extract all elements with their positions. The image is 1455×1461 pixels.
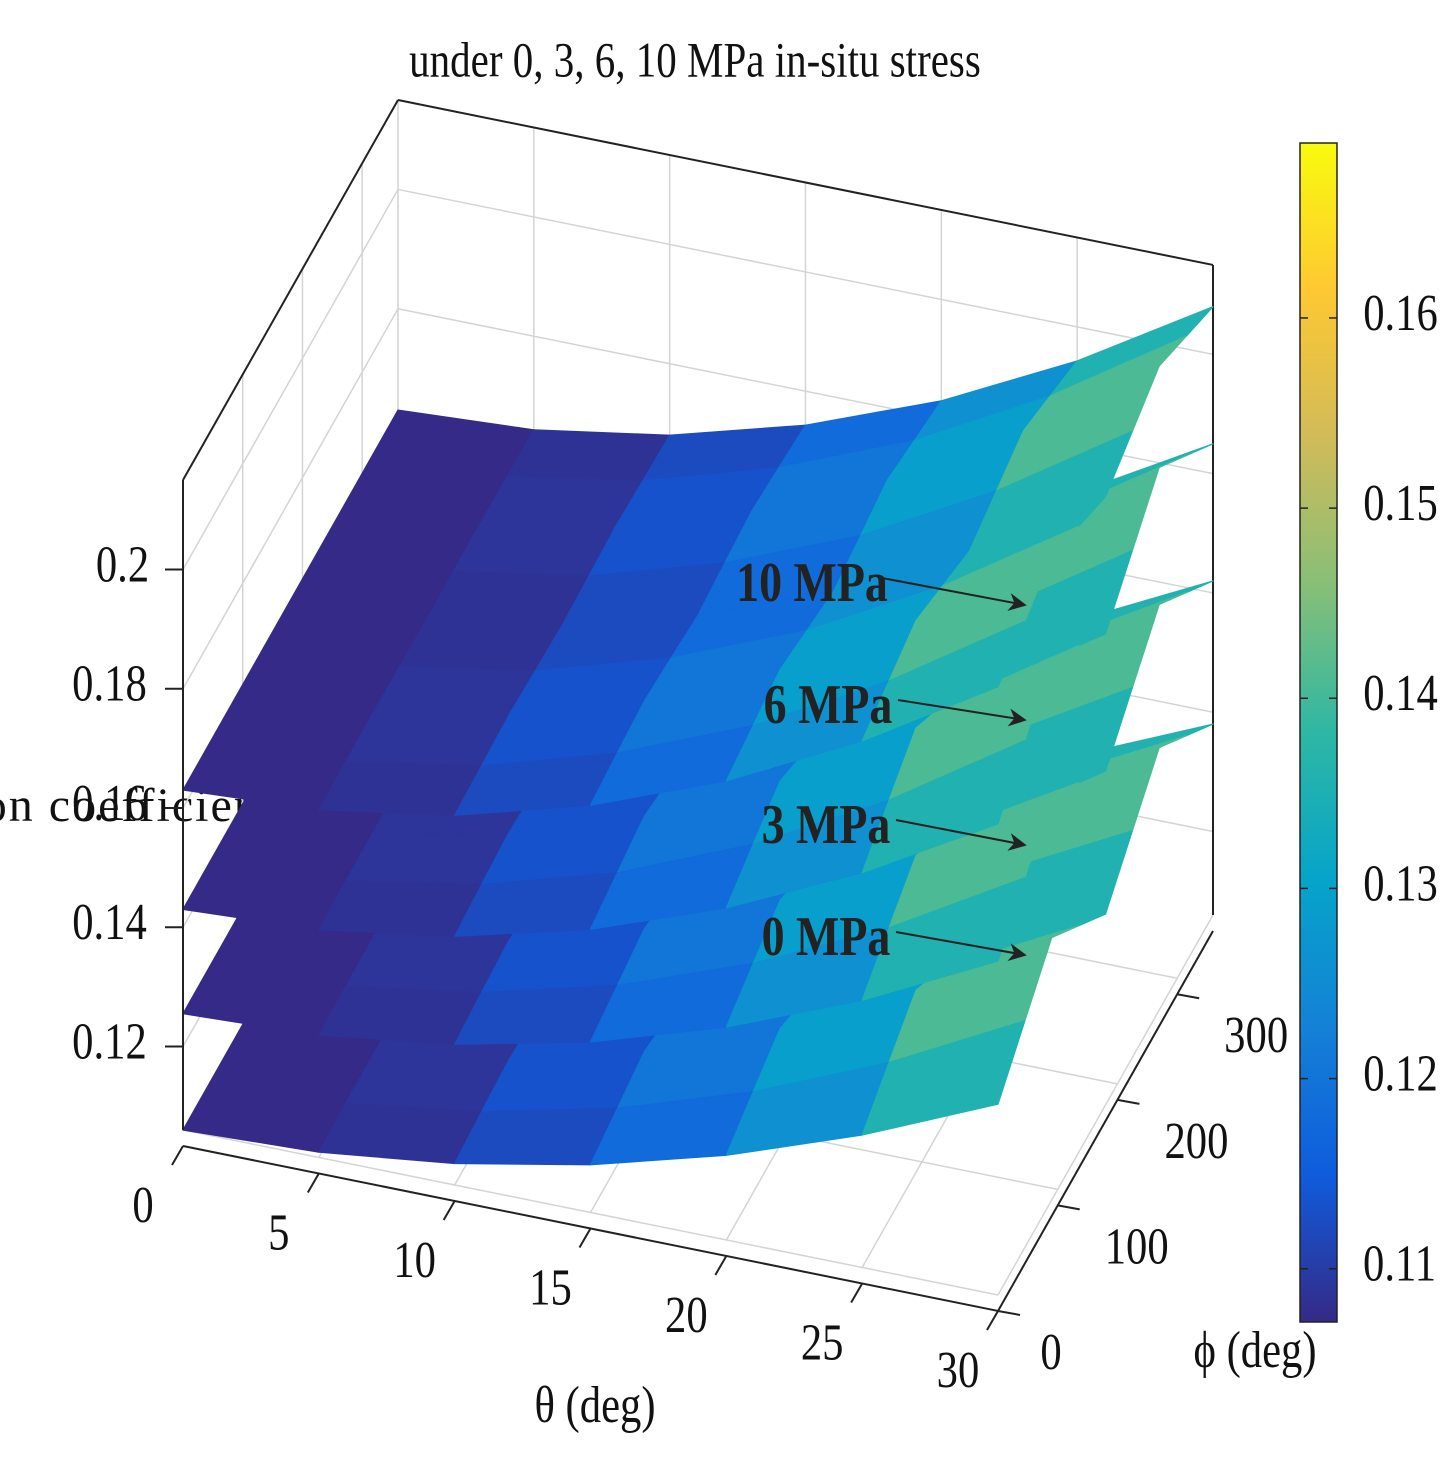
colorbar-tick-label: 0.13 xyxy=(1363,856,1438,913)
annotation-arrow xyxy=(895,819,1027,851)
x-tick xyxy=(306,1172,320,1193)
x-tick xyxy=(171,1145,184,1166)
x-tick-label: 30 xyxy=(937,1342,980,1399)
surface-patch xyxy=(425,571,590,626)
y-tick-label: 300 xyxy=(1224,1007,1288,1064)
chart-title: under 0, 3, 6, 10 MPa in-situ stress xyxy=(409,32,981,88)
annotation: 6 MPa xyxy=(764,674,893,736)
surface-patch xyxy=(506,429,671,482)
surface-patch xyxy=(318,761,483,816)
x-tick xyxy=(986,1310,999,1331)
y-tick-label: 100 xyxy=(1105,1218,1169,1275)
x-tick-label: 15 xyxy=(529,1260,572,1317)
annotation: 0 MPa xyxy=(762,906,891,968)
colorbar-tick-label: 0.11 xyxy=(1363,1236,1436,1293)
surface-patch xyxy=(318,1102,483,1165)
y-tick xyxy=(1057,1204,1080,1211)
surface-patch xyxy=(398,619,563,672)
x-tick-label: 10 xyxy=(393,1232,436,1289)
z-tick-label: 0.2 xyxy=(96,537,149,594)
box-edge xyxy=(397,99,1214,266)
annotation: 3 MPa xyxy=(762,794,891,856)
surface-patch xyxy=(345,832,510,886)
grid-line xyxy=(182,189,399,570)
z-tick-label: 0.12 xyxy=(72,1014,147,1071)
x-axis-label: θ (deg) xyxy=(534,1377,655,1434)
z-tick-label: 0.14 xyxy=(72,894,147,951)
colorbar-tick-label: 0.15 xyxy=(1363,475,1438,532)
box-edge xyxy=(182,99,399,481)
x-tick-label: 20 xyxy=(665,1287,708,1344)
y-tick xyxy=(1117,1098,1140,1105)
colorbar xyxy=(1299,142,1338,1323)
surface-patch xyxy=(861,739,1026,874)
surface-patch xyxy=(452,523,617,577)
y-tick xyxy=(1176,993,1200,1000)
colorbar-tick-label: 0.12 xyxy=(1363,1046,1438,1103)
grid-line xyxy=(182,1129,999,1296)
grid-line xyxy=(182,308,399,690)
x-tick-label: 25 xyxy=(801,1315,844,1372)
surface-patch xyxy=(861,1020,1026,1136)
y-axis-label: ϕ (deg) xyxy=(1193,1322,1316,1379)
z-tick-label: 0.16 xyxy=(72,775,147,832)
colorbar-tick-label: 0.14 xyxy=(1363,665,1438,722)
x-tick xyxy=(578,1227,592,1248)
x-tick-label: 0 xyxy=(132,1177,153,1234)
surface-patch xyxy=(318,880,483,937)
x-tick xyxy=(442,1200,456,1221)
surface-patch xyxy=(479,476,644,527)
colorbar-tick-label: 0.16 xyxy=(1363,285,1438,342)
x-tick xyxy=(714,1255,728,1276)
annotation-arrow xyxy=(897,699,1027,727)
surface-patch xyxy=(861,620,1026,742)
annotation: 10 MPa xyxy=(736,552,888,614)
surface-patch xyxy=(454,1107,618,1166)
annotation-arrow xyxy=(895,931,1027,962)
x-tick xyxy=(850,1282,864,1303)
grid-line xyxy=(397,188,1214,356)
y-tick-label: 200 xyxy=(1164,1113,1228,1170)
surface-patch xyxy=(861,877,1026,1001)
x-tick-label: 5 xyxy=(268,1205,289,1262)
surface-patch xyxy=(318,985,483,1045)
annotation-arrow xyxy=(881,577,1027,611)
surface-patch xyxy=(345,937,510,994)
surface-patch xyxy=(371,666,536,717)
z-tick-label: 0.18 xyxy=(72,656,147,713)
surface-patch xyxy=(345,713,510,767)
y-tick xyxy=(997,1309,1021,1316)
y-tick-label: 0 xyxy=(1040,1324,1061,1381)
surface-patch xyxy=(345,1054,510,1113)
